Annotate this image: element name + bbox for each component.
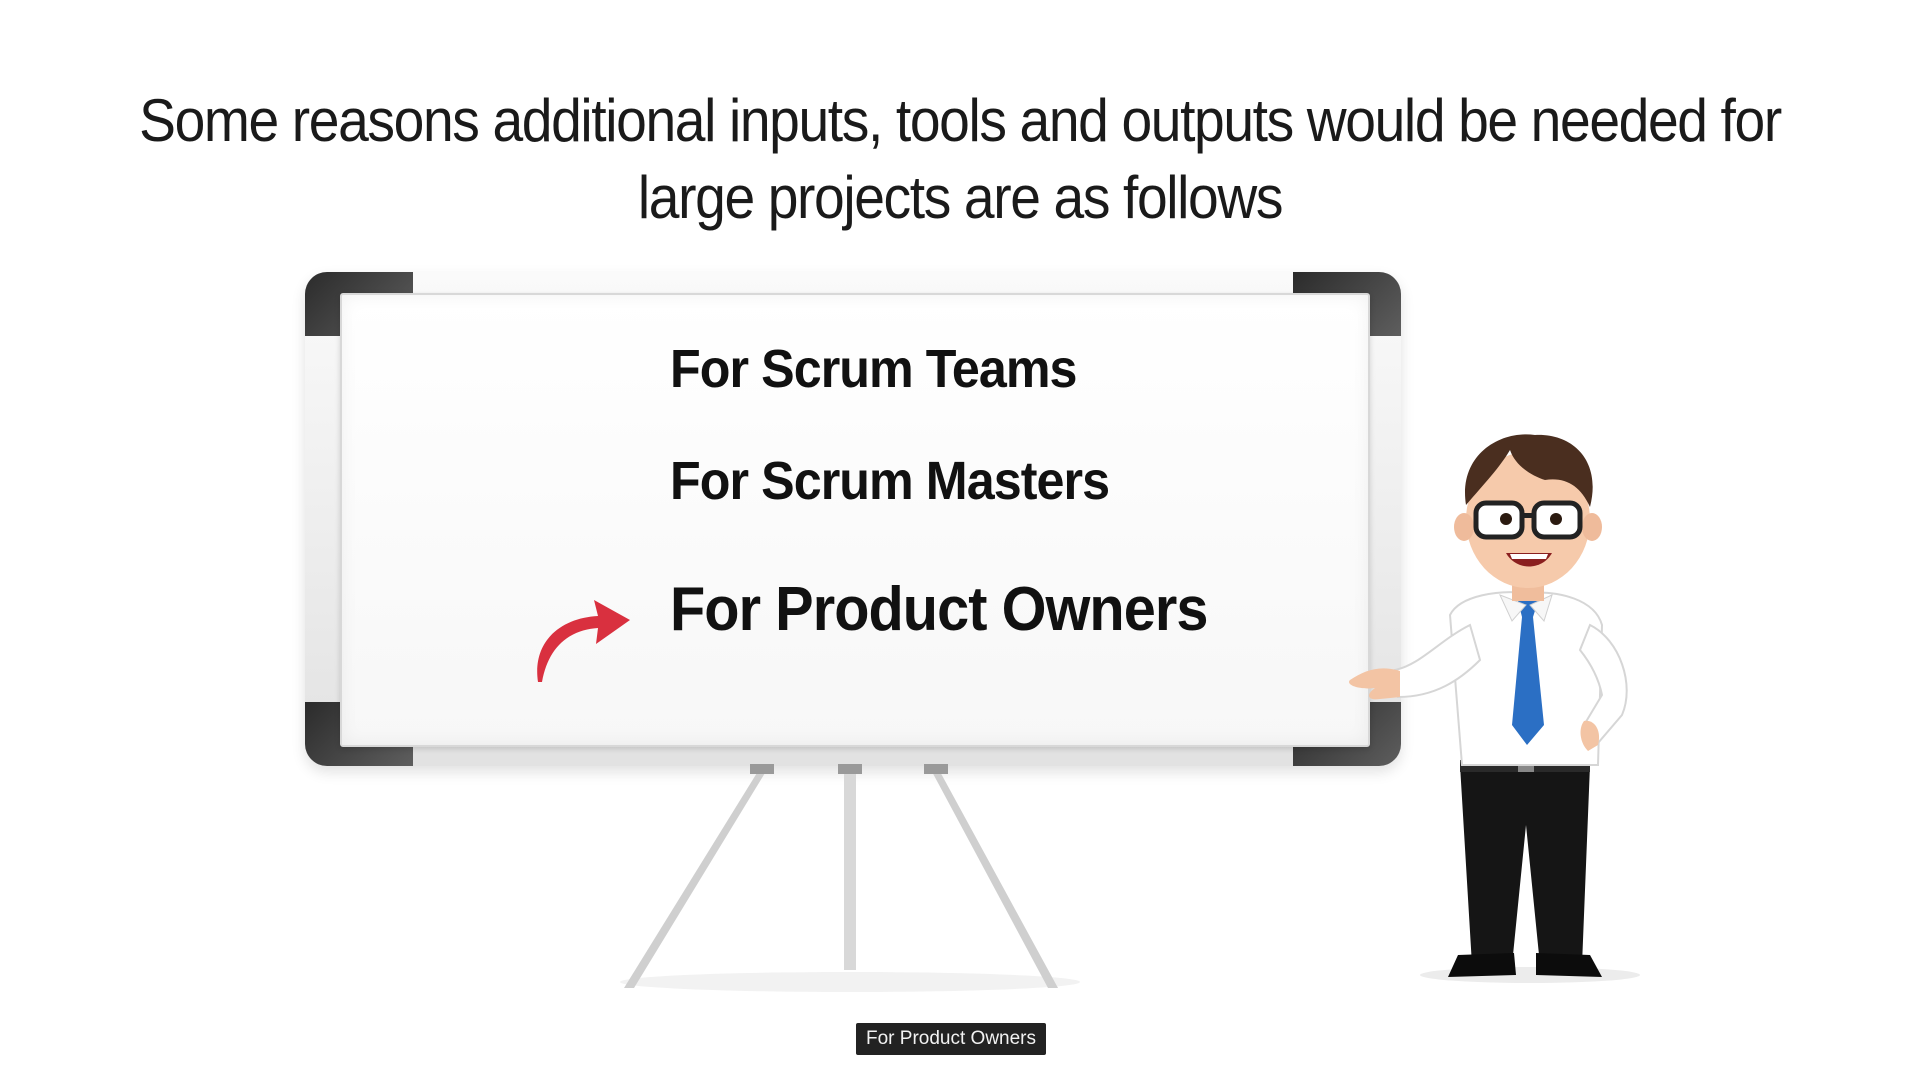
curved-arrow-icon [537, 600, 630, 682]
slide-title: Some reasons additional inputs, tools an… [132, 82, 1788, 236]
title-line-1: Some reasons additional inputs, tools an… [139, 87, 1782, 154]
list-item-scrum-teams: For Scrum Teams [670, 339, 1077, 399]
presenter-character [1349, 434, 1640, 983]
list-item-product-owners: For Product Owners [670, 575, 1208, 644]
whiteboard-surface [340, 293, 1370, 747]
list-item-scrum-masters: For Scrum Masters [670, 451, 1110, 511]
easel-stand [620, 764, 1080, 992]
title-line-2: large projects are as follows [637, 164, 1284, 231]
caption-subtitle: For Product Owners [856, 1023, 1046, 1055]
